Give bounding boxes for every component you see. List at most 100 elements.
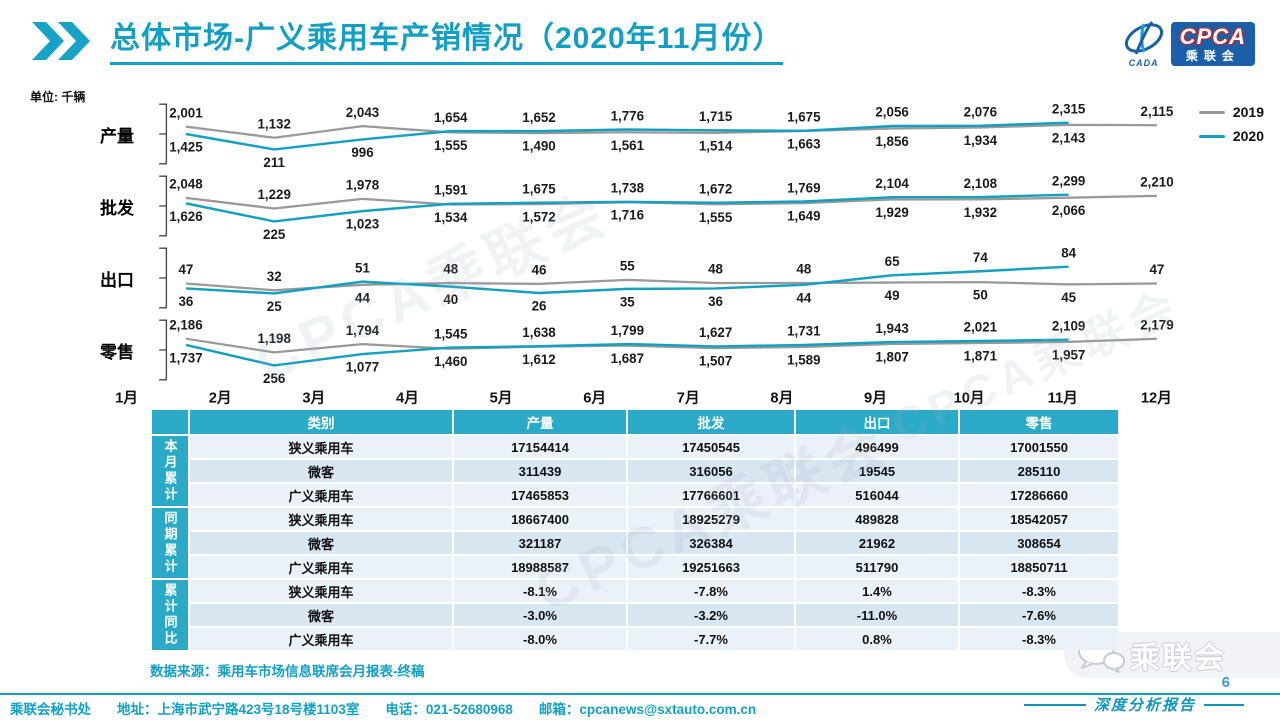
line-2020-wholesale: [185, 193, 1069, 223]
data-label: 36: [179, 294, 194, 309]
data-label: 1,652: [522, 110, 555, 125]
table-row: 微客 -3.0% -3.2% -11.0% -7.6%: [152, 604, 1118, 626]
data-label: 2,315: [1052, 101, 1086, 116]
report-tag-text: 深度分析报告: [1093, 697, 1196, 714]
data-label: 48: [443, 262, 458, 277]
row-group-label: 同期累计: [152, 508, 188, 578]
data-label: 1,856: [875, 134, 908, 149]
data-label: 40: [443, 292, 458, 307]
data-label: 211: [263, 155, 285, 170]
chart-row-wholesale: 批发 2,048 1,626 1,229 225 1,978 1,023 1,591 1,534…: [6, 170, 1192, 242]
table-col-header: 批发: [628, 410, 794, 434]
month-axis: 1月 2月 3月 4月 5月 6月 7月 8月 9月 10月 11月 12月: [6, 386, 1192, 410]
section-axis-bracket: [159, 103, 168, 165]
swoosh-icon: [1124, 21, 1163, 55]
data-label: 1,555: [434, 138, 468, 153]
data-label: 2,104: [875, 176, 909, 191]
category-cell: 狭义乘用车: [190, 436, 452, 458]
data-label: 1,943: [875, 321, 908, 336]
value-cell: 496499: [796, 436, 958, 458]
value-cell: 285110: [960, 460, 1118, 482]
table-row: 微客 311439 316056 19545 285110: [152, 460, 1118, 482]
data-label: 35: [620, 294, 635, 309]
month-tick-label: 8月: [770, 389, 793, 406]
data-label: 1,738: [611, 181, 645, 196]
month-tick-label: 7月: [676, 389, 699, 406]
legend-item-2020: 2020: [1198, 128, 1264, 144]
value-cell: 18925279: [628, 508, 794, 530]
data-label: 1,675: [787, 110, 821, 125]
line-2020-production: [185, 121, 1069, 151]
table-body: 本月累计 狭义乘用车 17154414 17450545 496499 17001550 微…: [152, 436, 1118, 650]
value-cell: 1.4%: [796, 580, 958, 602]
category-cell: 狭义乘用车: [190, 580, 452, 602]
value-cell: -8.0%: [454, 628, 626, 650]
chart-section-label-production: 产量: [100, 126, 134, 146]
chart-row-export: 出口 47 36 32 25 51 44 48 40 46 26 55 35 48 36 48 44 65 49 74…: [6, 242, 1192, 314]
value-cell: 18667400: [454, 508, 626, 530]
data-label: 1,799: [611, 323, 644, 338]
data-label: 1,649: [787, 209, 820, 224]
data-label: 1,769: [787, 180, 820, 195]
data-label: 1,425: [169, 139, 203, 154]
value-cell: 0.8%: [796, 628, 958, 650]
table-row: 同期累计 狭义乘用车 18667400 18925279 489828 18542057: [152, 508, 1118, 578]
data-label: 1,514: [699, 138, 733, 153]
data-label: 1,077: [346, 360, 379, 375]
month-tick-label: 3月: [302, 389, 325, 406]
page-title: 总体市场-广义乘用车产销情况（2020年11月份）: [110, 22, 784, 65]
data-label: 2,143: [1052, 130, 1085, 145]
data-label: 1,561: [611, 138, 645, 153]
value-cell: -11.0%: [796, 604, 958, 626]
value-cell: 316056: [628, 460, 794, 482]
data-label: 74: [973, 250, 988, 265]
data-label: 2,210: [1140, 175, 1173, 190]
data-label: 1,198: [257, 331, 291, 346]
data-label: 1,932: [964, 205, 997, 220]
value-cell: 311439: [454, 460, 626, 482]
data-label: 25: [267, 299, 282, 314]
value-cell: 19251663: [628, 556, 794, 578]
data-label: 1,871: [964, 349, 998, 364]
chart-wholesale: 2,048 1,626 1,229 225 1,978 1,023 1,591 1,534 1,…: [159, 173, 1174, 242]
data-label: 2,186: [169, 317, 202, 332]
value-cell: 21962: [796, 532, 958, 554]
value-cell: -3.2%: [628, 604, 794, 626]
data-label: 1,229: [257, 187, 290, 202]
line-2020-export: [185, 265, 1069, 295]
legend-swatch: [1198, 134, 1225, 138]
data-label: 1,534: [434, 210, 468, 225]
category-cell: 狭义乘用车: [190, 508, 452, 530]
data-label: 1,591: [434, 183, 468, 198]
legend-label: 2019: [1232, 104, 1264, 120]
axis-spacer: [6, 386, 96, 410]
section-axis-bracket: [159, 175, 168, 237]
table-row: 微客 321187 326384 21962 308654: [152, 532, 1118, 554]
value-cell: 321187: [454, 532, 626, 554]
row-group-label: 累计同比: [152, 580, 188, 650]
footer-secretariat: 乘联会秘书处: [10, 701, 91, 717]
month-tick-label: 11月: [1047, 389, 1077, 406]
data-label: 2,108: [964, 176, 998, 191]
chart-sections: 产量 2,001 1,425 1,132 211 2,043 996 1,654 1,555 1,…: [6, 98, 1192, 410]
chart-legend: 2019 2020: [1198, 104, 1264, 144]
header: 总体市场-广义乘用车产销情况（2020年11月份）: [30, 22, 784, 65]
data-label: 1,023: [346, 217, 379, 232]
table-header-row: 类别 产量 批发 出口 零售: [152, 410, 1118, 434]
data-label: 1,675: [522, 181, 556, 196]
data-label: 1,672: [699, 182, 732, 197]
cpca-swoosh-icon: CADA: [1122, 20, 1166, 68]
section-axis-bracket: [159, 319, 168, 381]
month-tick-label: 10月: [953, 389, 984, 406]
category-cell: 广义乘用车: [190, 628, 452, 650]
data-label: 84: [1061, 245, 1076, 260]
footer-phone: 电话：021-52680968: [385, 701, 513, 717]
data-label: 1,978: [346, 178, 380, 193]
data-label: 1,589: [787, 352, 820, 367]
data-label: 256: [263, 371, 285, 386]
cada-label: CADA: [1128, 58, 1159, 68]
month-tick-label: 12月: [1140, 389, 1171, 406]
value-cell: 18988587: [454, 556, 626, 578]
data-label: 1,507: [699, 354, 732, 369]
line-2020-retail: [185, 338, 1069, 367]
